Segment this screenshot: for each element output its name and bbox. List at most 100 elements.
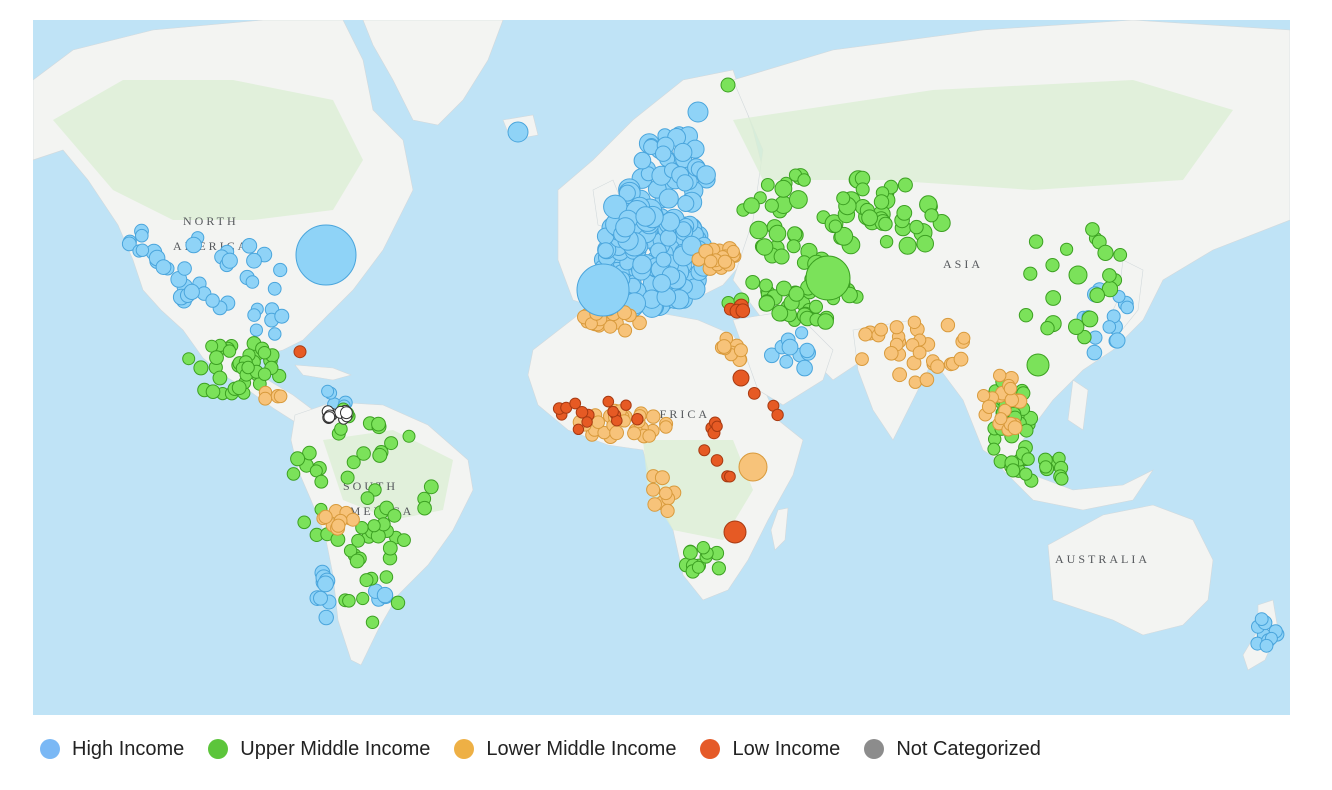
city-marker-upper-334[interactable] bbox=[257, 346, 272, 360]
city-marker-high-37[interactable] bbox=[268, 327, 282, 341]
city-marker-low-764[interactable] bbox=[569, 397, 582, 410]
city-marker-upper-586[interactable] bbox=[1054, 472, 1069, 486]
city-marker-high-18[interactable] bbox=[177, 261, 192, 276]
city-marker-upper-598[interactable] bbox=[696, 541, 710, 555]
city-marker-lower-801[interactable] bbox=[738, 452, 768, 482]
city-marker-low-780[interactable] bbox=[771, 408, 784, 422]
city-marker-upper-383[interactable] bbox=[356, 446, 371, 461]
city-marker-high-259[interactable] bbox=[764, 347, 780, 364]
city-marker-upper-401[interactable] bbox=[343, 544, 358, 558]
city-marker-upper-467[interactable] bbox=[789, 190, 808, 209]
city-marker-lower-723[interactable] bbox=[733, 343, 748, 358]
city-marker-lower-611[interactable] bbox=[618, 323, 633, 338]
city-marker-upper-369[interactable] bbox=[286, 467, 301, 481]
city-marker-upper-459[interactable] bbox=[873, 194, 890, 210]
city-marker-upper-460[interactable] bbox=[879, 235, 894, 249]
city-marker-upper-335[interactable] bbox=[212, 370, 228, 386]
city-marker-upper-344[interactable] bbox=[209, 350, 224, 366]
city-marker-high-47[interactable] bbox=[321, 384, 335, 398]
city-marker-upper-514[interactable] bbox=[771, 304, 789, 322]
city-marker-upper-463[interactable] bbox=[774, 179, 793, 198]
city-marker-lower-609[interactable] bbox=[632, 315, 647, 331]
city-marker-high-286[interactable] bbox=[318, 609, 334, 626]
city-marker-upper-343[interactable] bbox=[241, 360, 255, 375]
city-marker-high-22[interactable] bbox=[241, 238, 258, 254]
city-marker-lower-689[interactable] bbox=[884, 346, 899, 361]
city-marker-upper-381[interactable] bbox=[334, 422, 348, 436]
city-marker-upper-493[interactable] bbox=[745, 275, 761, 290]
city-marker-lower-693[interactable] bbox=[930, 359, 945, 374]
city-marker-lower-643[interactable] bbox=[646, 409, 661, 424]
city-marker-nc-792[interactable] bbox=[340, 406, 353, 420]
city-marker-low-752[interactable] bbox=[631, 413, 644, 426]
city-marker-upper-444[interactable] bbox=[773, 248, 790, 265]
city-marker-high-29[interactable] bbox=[267, 281, 282, 296]
city-marker-high-278[interactable] bbox=[1109, 332, 1126, 349]
city-marker-high-25[interactable] bbox=[205, 293, 220, 308]
city-marker-upper-395[interactable] bbox=[365, 615, 380, 629]
city-marker-upper-525[interactable] bbox=[1028, 234, 1044, 249]
city-marker-lower-735[interactable] bbox=[659, 486, 673, 501]
city-marker-upper-468[interactable] bbox=[828, 219, 843, 233]
city-marker-high-38[interactable] bbox=[249, 323, 263, 337]
city-marker-high-42[interactable] bbox=[247, 308, 261, 322]
city-marker-upper-380[interactable] bbox=[351, 533, 366, 548]
city-marker-high-265[interactable] bbox=[779, 354, 794, 369]
city-marker-upper-364[interactable] bbox=[302, 445, 317, 461]
city-marker-high-256[interactable] bbox=[615, 217, 636, 238]
city-marker-upper-595[interactable] bbox=[691, 560, 705, 574]
city-marker-upper-533[interactable] bbox=[1102, 268, 1117, 283]
city-marker-lower-746[interactable] bbox=[318, 509, 333, 524]
city-marker-upper-390[interactable] bbox=[356, 591, 370, 606]
city-marker-upper-452[interactable] bbox=[861, 209, 878, 227]
city-marker-upper-353[interactable] bbox=[423, 479, 439, 495]
city-marker-upper-392[interactable] bbox=[379, 570, 394, 584]
city-marker-upper-489[interactable] bbox=[809, 299, 823, 314]
city-marker-upper-453[interactable] bbox=[743, 197, 760, 214]
city-marker-upper-362[interactable] bbox=[346, 455, 361, 470]
city-marker-high-290[interactable] bbox=[317, 575, 334, 593]
city-marker-upper-404[interactable] bbox=[367, 519, 381, 533]
city-marker-high-258[interactable] bbox=[795, 326, 809, 340]
city-marker-high-41[interactable] bbox=[274, 308, 290, 324]
city-marker-upper-384[interactable] bbox=[397, 533, 411, 547]
city-marker-upper-402[interactable] bbox=[349, 553, 365, 569]
city-marker-upper-523[interactable] bbox=[1040, 321, 1055, 336]
city-marker-upper-367[interactable] bbox=[290, 451, 306, 467]
city-marker-high-35[interactable] bbox=[135, 243, 150, 257]
city-marker-lower-729[interactable] bbox=[646, 482, 661, 497]
city-marker-high-24[interactable] bbox=[246, 252, 262, 269]
city-marker-upper-519[interactable] bbox=[1060, 242, 1074, 256]
world-map[interactable]: NORTHAMERICASOUTHAMERICAAFRICAASIAAUSTRA… bbox=[33, 20, 1290, 715]
city-marker-low-772[interactable] bbox=[711, 420, 723, 432]
city-marker-low-767[interactable] bbox=[724, 470, 736, 483]
city-marker-low-776[interactable] bbox=[735, 303, 751, 319]
city-marker-upper-450[interactable] bbox=[786, 239, 801, 254]
city-marker-high-6[interactable] bbox=[185, 236, 202, 254]
city-marker-upper-524[interactable] bbox=[1089, 287, 1105, 304]
city-marker-high-23[interactable] bbox=[155, 259, 172, 276]
city-marker-high-186[interactable] bbox=[660, 212, 681, 232]
city-marker-upper-378[interactable] bbox=[371, 416, 386, 432]
city-marker-upper-346[interactable] bbox=[297, 515, 312, 530]
city-marker-upper-464[interactable] bbox=[834, 226, 854, 246]
city-marker-upper-800[interactable] bbox=[1026, 353, 1050, 377]
city-marker-lower-638[interactable] bbox=[642, 429, 657, 443]
city-marker-low-777[interactable] bbox=[293, 345, 307, 359]
city-marker-low-778[interactable] bbox=[747, 387, 761, 400]
city-marker-upper-398[interactable] bbox=[390, 595, 406, 610]
city-marker-upper-520[interactable] bbox=[1023, 266, 1038, 281]
city-marker-lower-743[interactable] bbox=[345, 512, 360, 527]
city-marker-upper-572[interactable] bbox=[987, 442, 1001, 456]
city-marker-lower-695[interactable] bbox=[953, 351, 969, 367]
city-marker-lower-750[interactable] bbox=[273, 389, 288, 404]
city-marker-upper-472[interactable] bbox=[855, 182, 870, 197]
city-marker-high-231[interactable] bbox=[696, 165, 716, 185]
city-marker-upper-462[interactable] bbox=[897, 177, 913, 193]
city-marker-high-26[interactable] bbox=[183, 283, 200, 300]
city-marker-upper-342[interactable] bbox=[257, 367, 272, 381]
city-marker-upper-377[interactable] bbox=[314, 474, 329, 489]
city-marker-high-237[interactable] bbox=[655, 145, 672, 162]
city-marker-lower-715[interactable] bbox=[993, 368, 1007, 383]
city-marker-low-751[interactable] bbox=[602, 395, 615, 408]
